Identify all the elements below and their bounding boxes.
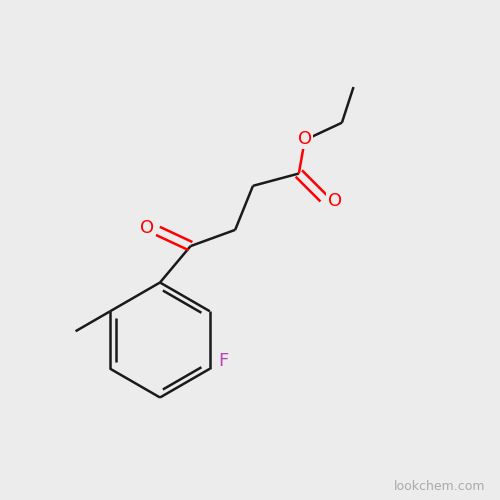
Text: O: O <box>328 192 342 210</box>
Text: O: O <box>298 130 312 148</box>
Text: lookchem.com: lookchem.com <box>394 480 485 492</box>
Text: O: O <box>140 220 154 238</box>
Text: F: F <box>218 352 229 370</box>
